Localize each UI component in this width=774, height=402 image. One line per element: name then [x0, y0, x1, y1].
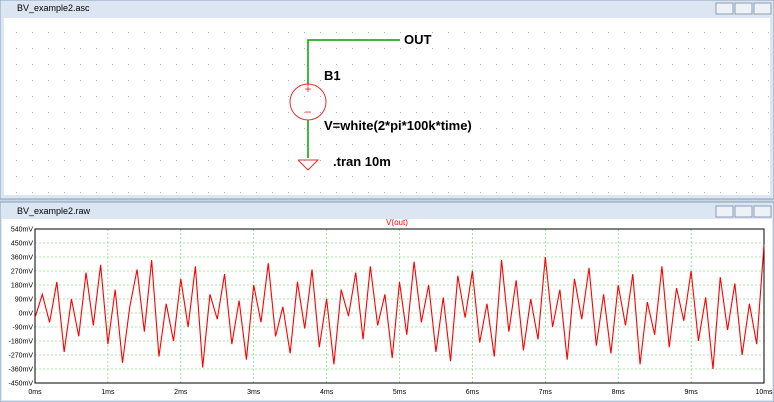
y-tick-label: -90mV: [12, 325, 33, 332]
y-tick-label: 540mV: [11, 227, 34, 234]
x-tick-label: 1ms: [101, 389, 115, 396]
schematic-drawing: + −: [289, 39, 400, 171]
y-tick-label: -180mV: [8, 339, 33, 346]
y-tick-label: 90mV: [15, 297, 34, 304]
svg-text:−: −: [304, 105, 311, 119]
trace-label: V(out): [386, 218, 408, 227]
x-tick-label: 9ms: [684, 389, 698, 396]
plot-frame: [34, 228, 765, 384]
svg-text:+: +: [304, 82, 311, 96]
y-tick-label: 270mV: [11, 269, 34, 276]
x-tick-label: 4ms: [320, 389, 334, 396]
x-tick-label: 3ms: [247, 389, 261, 396]
window-title: BV_example2.asc: [17, 3, 90, 13]
y-tick-label: -360mV: [8, 367, 33, 374]
window-buttons[interactable]: [715, 2, 772, 15]
trace: [34, 244, 765, 370]
x-tick-label: 0ms: [28, 389, 42, 396]
schematic-grid: [4, 18, 770, 195]
x-tick-label: 6ms: [466, 389, 480, 396]
x-tick-label: 10ms: [755, 389, 773, 396]
x-tick-label: 5ms: [393, 389, 407, 396]
y-tick-label: -270mV: [8, 353, 33, 360]
component-value: V=white(2*pi*100k*time): [324, 118, 472, 133]
x-tick-label: 8ms: [612, 389, 626, 396]
x-tick-label: 7ms: [539, 389, 553, 396]
net-label: OUT: [404, 32, 432, 47]
y-tick-label: 180mV: [11, 283, 34, 290]
spice-directive: .tran 10m: [333, 154, 391, 169]
y-tick-label: 0mV: [19, 311, 34, 318]
y-tick-label: 360mV: [11, 255, 34, 262]
y-tick-label: 450mV: [11, 241, 34, 248]
x-tick-label: 2ms: [174, 389, 188, 396]
y-tick-label: -450mV: [8, 381, 33, 388]
window-buttons[interactable]: [715, 205, 772, 218]
component-name: B1: [324, 68, 341, 83]
window-title: BV_example2.raw: [17, 206, 91, 216]
